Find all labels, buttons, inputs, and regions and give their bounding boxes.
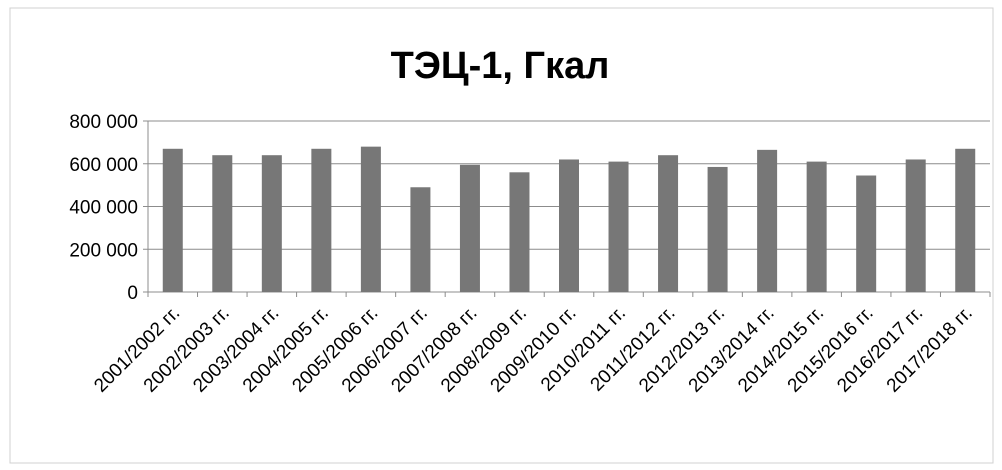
bar [559, 159, 579, 292]
bar [806, 161, 827, 292]
bar [608, 161, 629, 292]
bar [707, 166, 728, 292]
bar [658, 155, 679, 292]
x-tick-label: 2017/2018 гг. [883, 303, 977, 397]
bar [856, 175, 877, 292]
y-tick-label: 0 [127, 283, 138, 304]
bar [212, 155, 233, 292]
bar [360, 146, 381, 292]
chart-title: ТЭЦ-1, Гкал [391, 45, 610, 87]
x-tick-label: 2001/2002 гг. [90, 303, 184, 397]
x-tick-label: 2006/2007 гг. [338, 303, 432, 397]
x-tick-label: 2015/2016 гг. [784, 303, 878, 397]
bar [261, 155, 282, 292]
bar [459, 164, 480, 292]
x-tick-label: 2002/2003 гг. [140, 303, 234, 397]
y-tick-label: 200 000 [69, 240, 138, 261]
y-tick-label: 400 000 [69, 198, 138, 219]
x-tick-label: 2008/2009 гг. [437, 303, 531, 397]
x-tick-label: 2007/2008 гг. [387, 303, 481, 397]
y-tick-label: 600 000 [69, 155, 138, 176]
bar [311, 148, 332, 292]
x-tick-label: 2014/2015 гг. [734, 303, 828, 397]
x-tick-label: 2013/2014 гг. [685, 303, 779, 397]
x-tick-label: 2005/2006 гг. [288, 303, 382, 397]
bar [905, 159, 926, 292]
bar [509, 172, 530, 292]
bar [757, 149, 778, 292]
x-tick-label: 2016/2017 гг. [833, 303, 927, 397]
x-tick-label: 2003/2004 гг. [189, 303, 283, 397]
bar [410, 187, 431, 292]
bar [955, 148, 976, 292]
chart-border [9, 7, 994, 464]
x-tick-label: 2004/2005 гг. [239, 303, 333, 397]
y-tick-label: 800 000 [69, 112, 138, 133]
x-tick-label: 2009/2010 гг. [487, 303, 581, 397]
bar [162, 148, 183, 292]
x-tick-label: 2012/2013 гг. [635, 303, 729, 397]
